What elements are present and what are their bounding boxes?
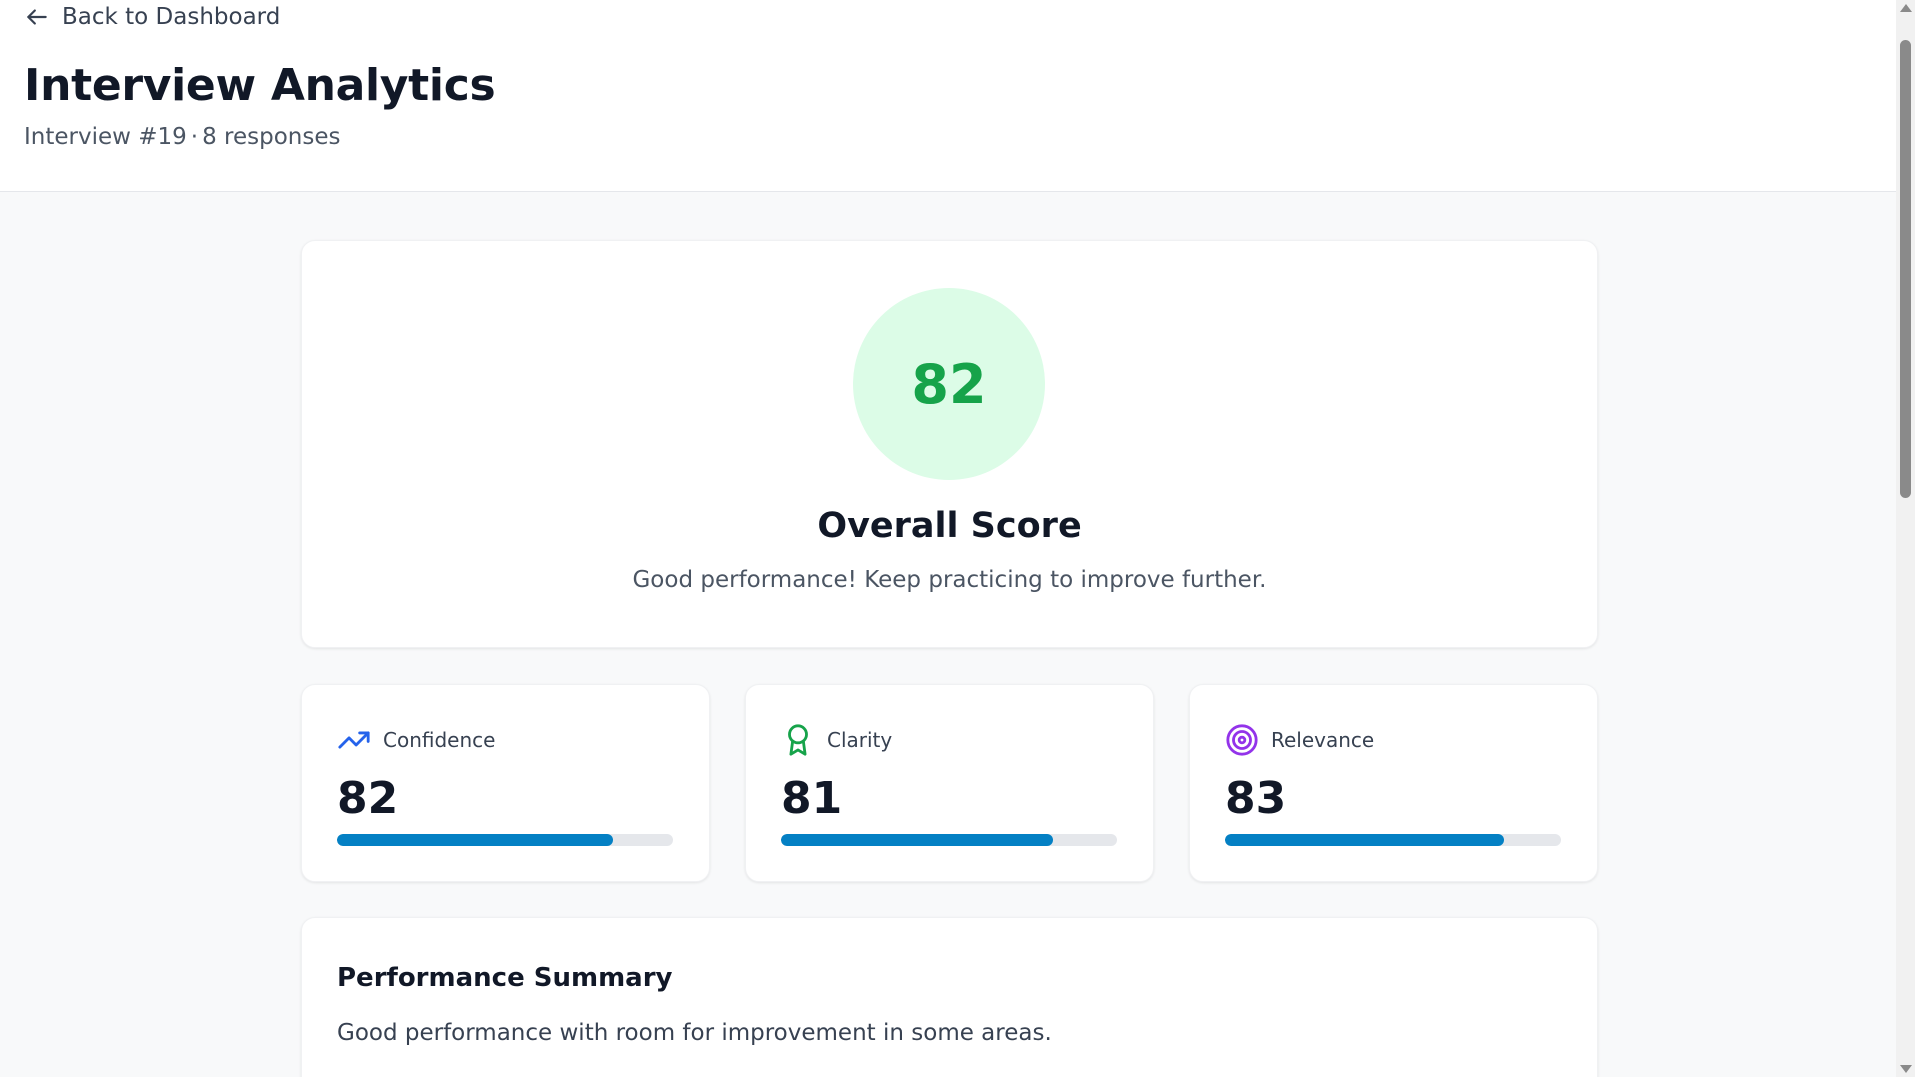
metric-header: Clarity (781, 723, 892, 757)
interview-id: Interview #19 (24, 124, 187, 150)
metric-header: Confidence (337, 723, 495, 757)
arrow-left-icon (27, 9, 47, 25)
page-header: Back to Dashboard Interview Analytics In… (0, 0, 1896, 192)
metric-value: 81 (781, 773, 843, 824)
page-subtitle: Interview #19 · 8 responses (24, 124, 341, 150)
page-title: Interview Analytics (24, 60, 496, 111)
overall-score-card: 82 Overall Score Good performance! Keep … (301, 240, 1598, 648)
scroll-down-arrow-icon[interactable] (1900, 1065, 1912, 1073)
progress-fill (781, 834, 1054, 846)
summary-text: Good performance with room for improveme… (337, 1020, 1052, 1046)
responses-count: 8 responses (202, 124, 341, 150)
overall-score-circle: 82 (853, 288, 1045, 480)
back-link-label: Back to Dashboard (62, 4, 281, 30)
target-icon (1226, 724, 1258, 756)
metric-label: Relevance (1271, 728, 1375, 752)
metric-card-relevance: Relevance 83 (1189, 684, 1598, 882)
summary-title: Performance Summary (337, 963, 673, 993)
progress-fill (337, 834, 613, 846)
overall-score-value: 82 (911, 352, 987, 416)
metric-card-clarity: Clarity 81 (745, 684, 1154, 882)
performance-summary-card: Performance Summary Good performance wit… (301, 917, 1598, 1077)
scroll-up-arrow-icon[interactable] (1900, 4, 1912, 12)
metric-value: 83 (1225, 773, 1287, 824)
page-scrollbar[interactable] (1896, 0, 1915, 1077)
back-to-dashboard-link[interactable]: Back to Dashboard (24, 4, 280, 30)
scrollbar-thumb[interactable] (1900, 40, 1911, 498)
award-icon (788, 724, 808, 756)
metric-label: Confidence (383, 728, 496, 752)
progress-fill (1225, 834, 1504, 846)
subtitle-separator: · (190, 124, 199, 150)
metric-header: Relevance (1225, 723, 1374, 757)
metric-value: 82 (337, 773, 399, 824)
progress-bar (337, 834, 673, 846)
metric-card-confidence: Confidence 82 (301, 684, 710, 882)
progress-bar (1225, 834, 1561, 846)
overall-score-description: Good performance! Keep practicing to imp… (632, 567, 1267, 593)
overall-score-title: Overall Score (817, 506, 1082, 546)
progress-bar (781, 834, 1117, 846)
trending-up-icon (338, 731, 370, 749)
metric-label: Clarity (827, 728, 893, 752)
